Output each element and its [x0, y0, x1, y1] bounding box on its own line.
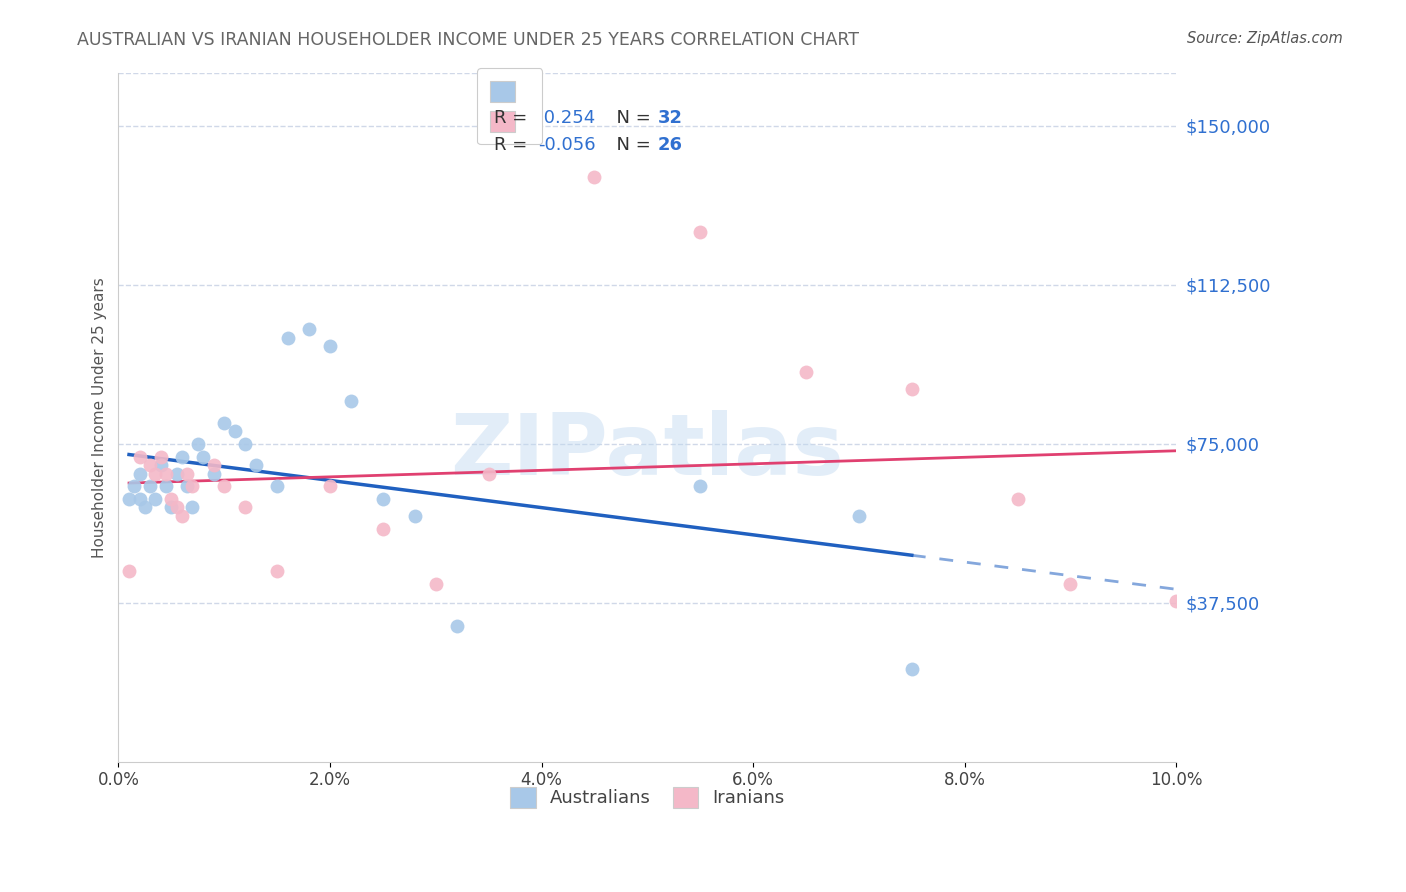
Text: 32: 32	[658, 109, 683, 127]
Point	[155, 479, 177, 493]
Point	[583, 169, 606, 184]
Text: N =: N =	[605, 136, 657, 154]
Point	[187, 437, 209, 451]
Point	[160, 491, 183, 506]
Point	[794, 365, 817, 379]
Point	[155, 467, 177, 481]
Point	[139, 458, 162, 472]
Text: R =: R =	[494, 109, 533, 127]
Point	[134, 500, 156, 515]
Point	[191, 450, 214, 464]
Legend: Australians, Iranians: Australians, Iranians	[503, 780, 792, 814]
Text: 26: 26	[658, 136, 683, 154]
Point	[160, 500, 183, 515]
Point	[277, 331, 299, 345]
Point	[901, 661, 924, 675]
Text: R =: R =	[494, 136, 533, 154]
Point	[266, 479, 288, 493]
Point	[166, 467, 188, 481]
Point	[170, 450, 193, 464]
Point	[118, 491, 141, 506]
Point	[170, 508, 193, 523]
Text: AUSTRALIAN VS IRANIAN HOUSEHOLDER INCOME UNDER 25 YEARS CORRELATION CHART: AUSTRALIAN VS IRANIAN HOUSEHOLDER INCOME…	[77, 31, 859, 49]
Point	[149, 458, 172, 472]
Point	[128, 450, 150, 464]
Point	[224, 424, 246, 438]
Point	[689, 225, 711, 239]
Point	[212, 416, 235, 430]
Point	[128, 467, 150, 481]
Point	[689, 479, 711, 493]
Point	[181, 479, 204, 493]
Point	[202, 458, 225, 472]
Point	[235, 437, 257, 451]
Point	[319, 339, 342, 353]
Text: 0.254: 0.254	[538, 109, 596, 127]
Point	[176, 479, 198, 493]
Point	[166, 500, 188, 515]
Point	[1059, 576, 1081, 591]
Point	[124, 479, 146, 493]
Y-axis label: Householder Income Under 25 years: Householder Income Under 25 years	[93, 277, 107, 558]
Text: -0.056: -0.056	[538, 136, 596, 154]
Point	[901, 382, 924, 396]
Text: Source: ZipAtlas.com: Source: ZipAtlas.com	[1187, 31, 1343, 46]
Point	[1007, 491, 1029, 506]
Point	[145, 491, 167, 506]
Point	[478, 467, 501, 481]
Text: ZIPatlas: ZIPatlas	[450, 410, 844, 493]
Point	[371, 522, 394, 536]
Point	[848, 508, 870, 523]
Point	[298, 322, 321, 336]
Point	[181, 500, 204, 515]
Point	[425, 576, 447, 591]
Point	[212, 479, 235, 493]
Point	[235, 500, 257, 515]
Point	[446, 619, 468, 633]
Point	[371, 491, 394, 506]
Point	[1166, 593, 1188, 607]
Point	[340, 394, 363, 409]
Point	[266, 564, 288, 578]
Point	[404, 508, 426, 523]
Point	[176, 467, 198, 481]
Point	[149, 450, 172, 464]
Point	[139, 479, 162, 493]
Text: N =: N =	[605, 109, 657, 127]
Point	[145, 467, 167, 481]
Point	[118, 564, 141, 578]
Point	[202, 467, 225, 481]
Point	[319, 479, 342, 493]
Point	[128, 491, 150, 506]
Point	[245, 458, 267, 472]
